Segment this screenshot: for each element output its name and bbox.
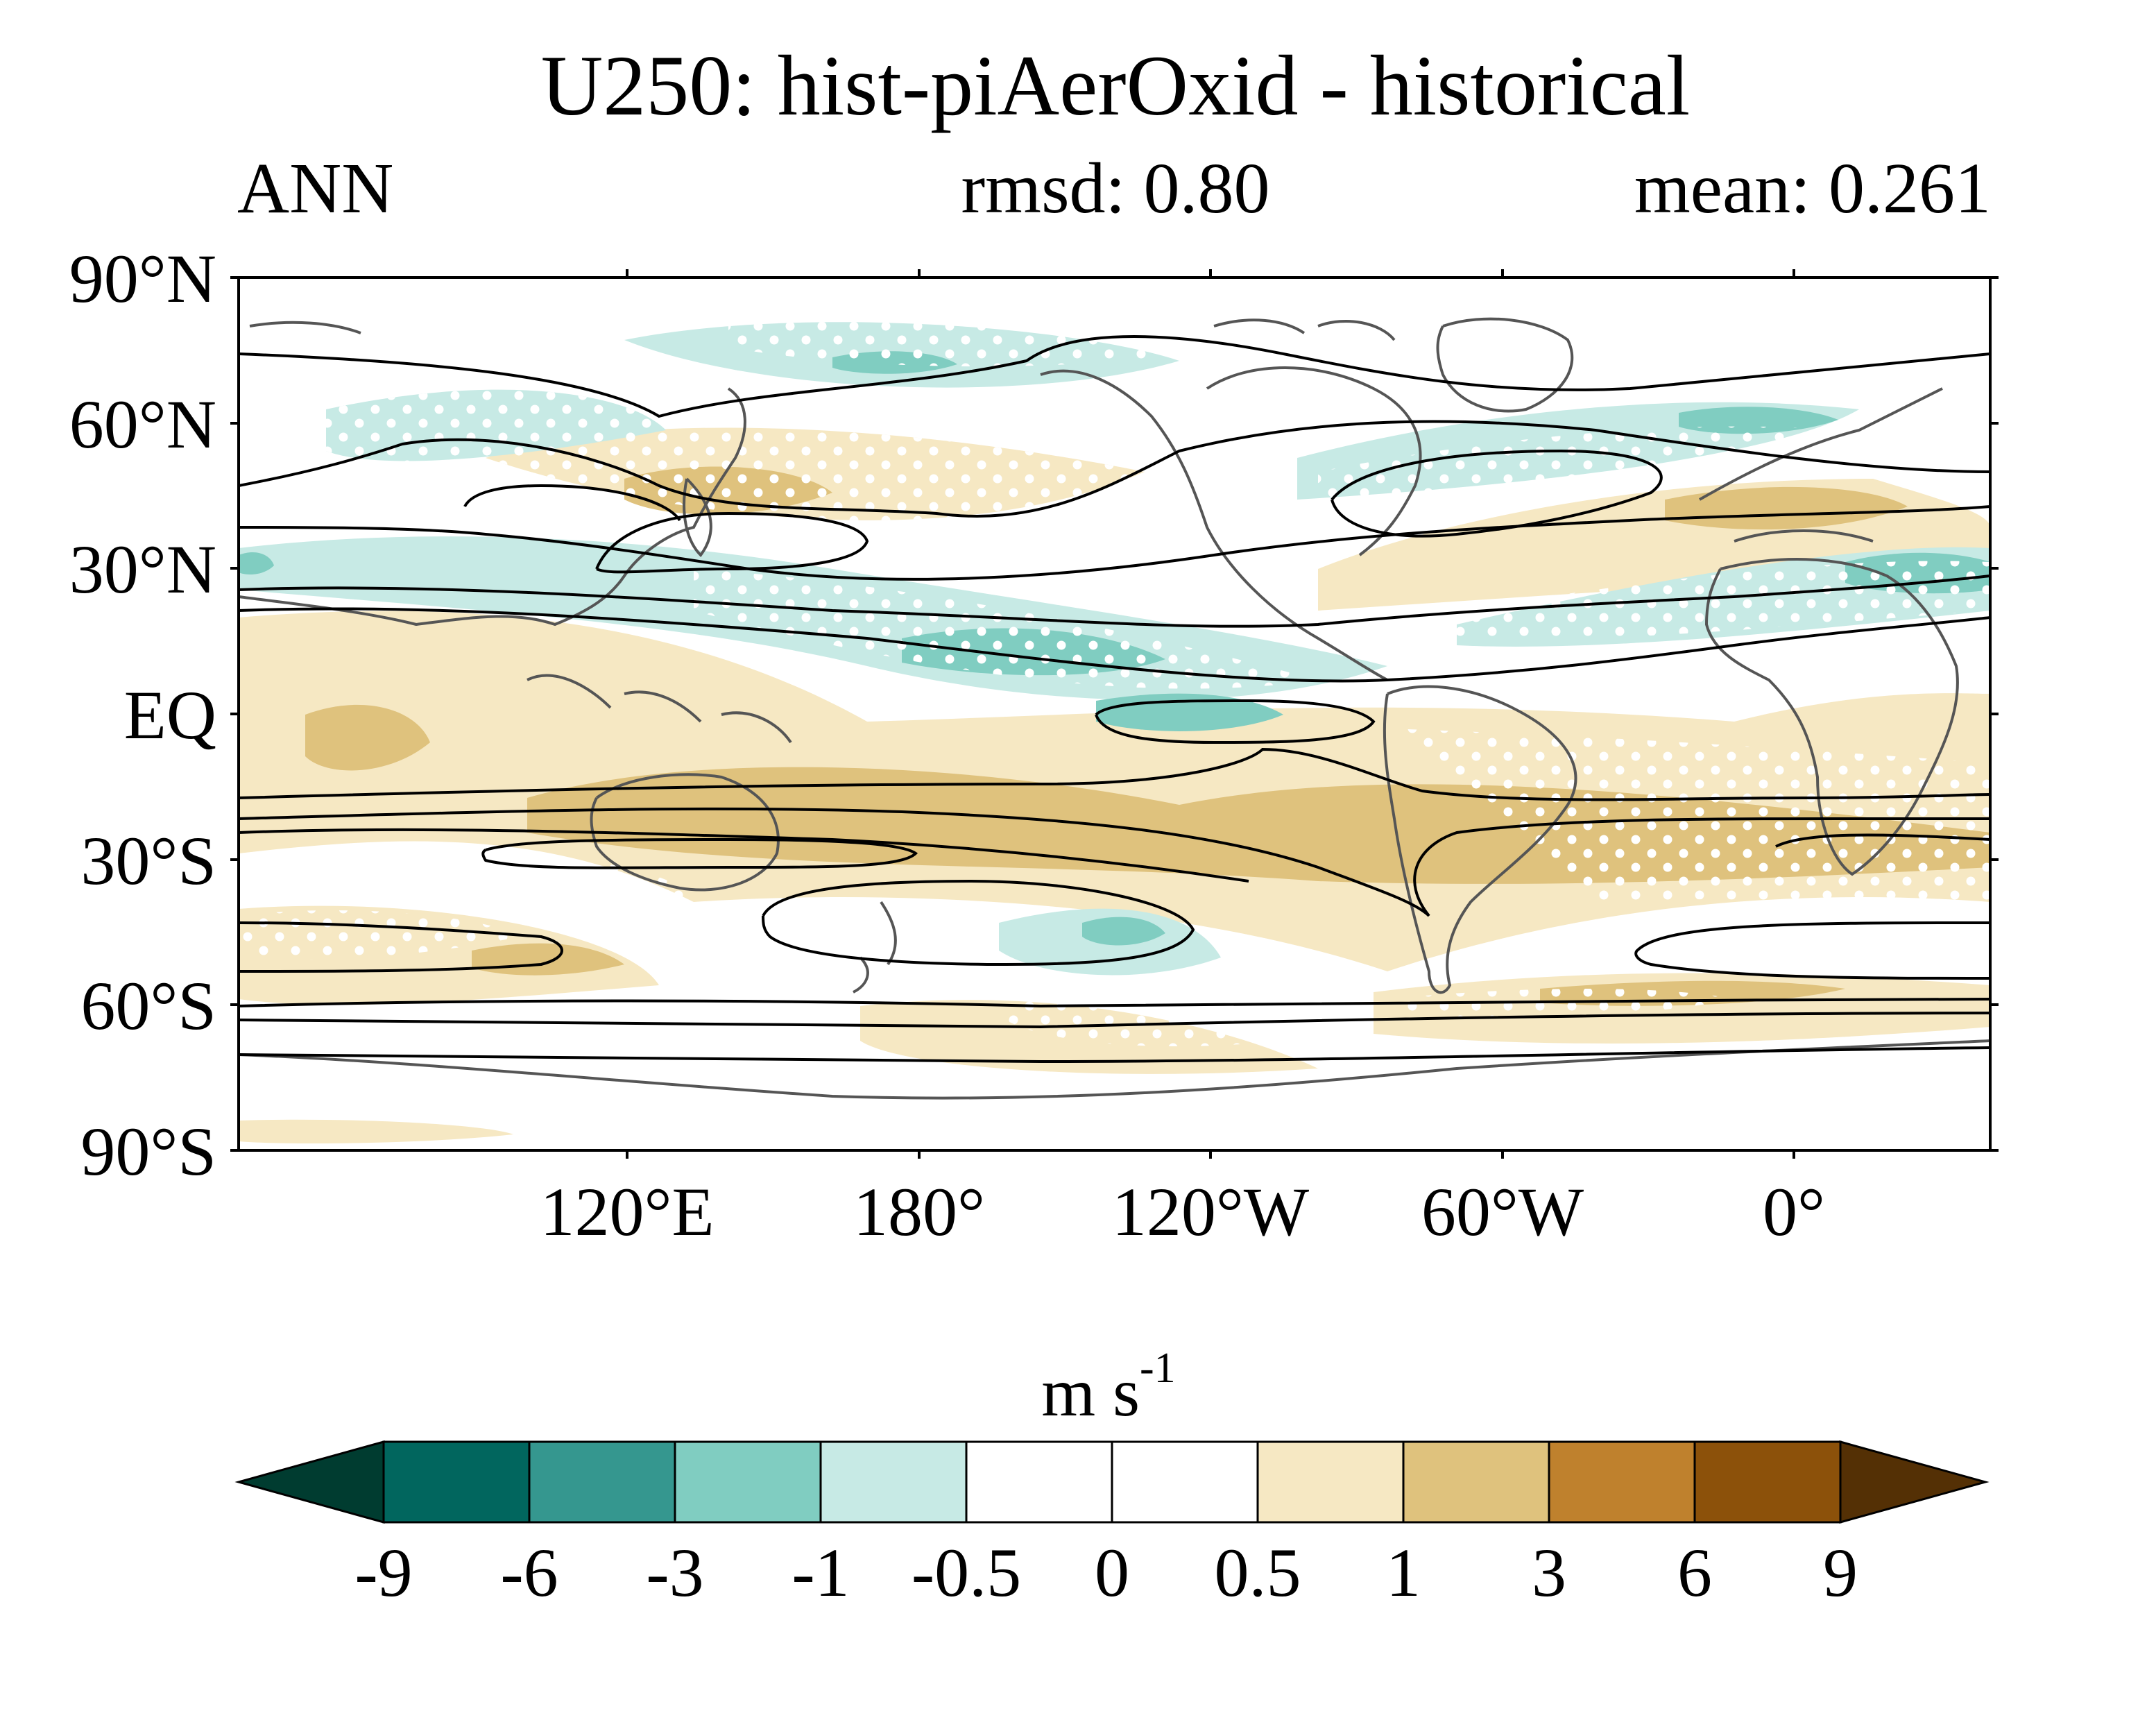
contour-nh-2 xyxy=(239,420,1990,518)
colorbar-bin-5 xyxy=(1111,1440,1259,1524)
contour-subtropical-nh-2 xyxy=(239,607,1990,683)
colorbar-tick-labels: -9 -6 -3 -1 -0.5 0 0.5 1 3 6 9 xyxy=(354,1534,1858,1611)
contour-nh-3 xyxy=(239,505,1990,581)
cbar-tick-2: -3 xyxy=(646,1534,703,1611)
coast-arctic-islands xyxy=(249,318,1396,341)
lon-label-0: 0° xyxy=(1763,1173,1825,1250)
cbar-tick-9: 6 xyxy=(1677,1534,1712,1611)
lat-label-eq: EQ xyxy=(124,676,216,753)
colorbar-bin-8 xyxy=(1548,1440,1696,1524)
contour-south-loop-au xyxy=(481,837,918,869)
contour-south-2 xyxy=(239,807,1990,917)
contour-jet-core-jp xyxy=(595,511,869,574)
cbar-tick-6: 0.5 xyxy=(1215,1534,1301,1611)
map-frame xyxy=(230,269,1999,1159)
lat-label-60n: 60°N xyxy=(69,386,216,463)
contour-southern-ocean-3 xyxy=(239,998,1990,1008)
lon-label-120w: 120°W xyxy=(1112,1173,1310,1250)
lat-label-90s: 90°S xyxy=(80,1113,216,1190)
lat-label-30n: 30°N xyxy=(69,531,216,608)
tan-moderate-io xyxy=(305,704,430,771)
colorbar-bin-6 xyxy=(1256,1440,1405,1524)
cbar-tick-8: 3 xyxy=(1532,1534,1566,1611)
coast-africa xyxy=(1704,558,1959,876)
cbar-tick-5: 0 xyxy=(1095,1534,1129,1611)
teal-moderate-w xyxy=(239,552,274,574)
coast-australia xyxy=(590,773,780,892)
teal-moderate-south xyxy=(1082,917,1165,946)
colorbar-bin-9 xyxy=(1693,1440,1842,1524)
colorbar-bin-7 xyxy=(1402,1440,1550,1524)
lon-label-120e: 120°E xyxy=(540,1173,714,1250)
cbar-tick-3: -1 xyxy=(792,1534,849,1611)
cbar-tick-4: -0.5 xyxy=(912,1534,1021,1611)
contour-south-loop-pac xyxy=(762,879,1195,967)
contour-south-loop-atl xyxy=(1775,833,1990,848)
contour-southern-ocean-1 xyxy=(239,921,563,973)
cbar-tick-7: 1 xyxy=(1386,1534,1421,1611)
coast-maritime xyxy=(527,674,792,744)
contour-eq-pacific xyxy=(1095,699,1376,744)
colorbar xyxy=(234,1440,1990,1524)
colorbar-bin-2 xyxy=(674,1440,822,1524)
contour-nh-1 xyxy=(239,335,1990,418)
contour-southern-ocean-2 xyxy=(1634,921,1990,980)
cbar-tick-10: 9 xyxy=(1823,1534,1858,1611)
significance-stippling xyxy=(239,321,1990,1047)
units-main: m s xyxy=(1041,1354,1140,1431)
mean-label: mean: 0.261 xyxy=(1634,148,1991,228)
lat-label-30s: 30°S xyxy=(80,822,216,899)
lat-label-90n: 90°N xyxy=(69,240,216,317)
figure-title: U250: hist-piAerOxid - historical xyxy=(541,38,1691,133)
coast-north-america xyxy=(1040,366,1422,681)
contour-southern-ocean-4 xyxy=(239,1012,1990,1029)
climatology-contours xyxy=(239,335,1990,1064)
cbar-tick-1: -6 xyxy=(500,1534,558,1611)
lat-label-60s: 60°S xyxy=(80,967,216,1044)
coast-south-america xyxy=(1383,685,1577,994)
tan-shading-pole xyxy=(239,1119,513,1143)
season-label: ANN xyxy=(237,148,393,228)
colorbar-under-triangle xyxy=(234,1440,385,1524)
lon-label-180: 180° xyxy=(853,1173,985,1250)
coast-europe xyxy=(1699,387,1943,543)
coast-new-zealand xyxy=(853,901,897,994)
longitude-labels: 120°E 180° 120°W 60°W 0° xyxy=(540,1173,1825,1250)
tan-moderate-atlantic xyxy=(1665,486,1908,530)
units-superscript: -1 xyxy=(1140,1345,1176,1392)
lon-label-60w: 60°W xyxy=(1421,1173,1584,1250)
map-panel xyxy=(239,278,1990,1150)
cbar-tick-0: -9 xyxy=(354,1534,412,1611)
coast-asia xyxy=(239,387,746,627)
contour-south-3 xyxy=(239,828,1249,883)
colorbar-over-triangle xyxy=(1839,1440,1990,1524)
contour-atlantic xyxy=(1331,449,1663,538)
rmsd-label: rmsd: 0.80 xyxy=(961,148,1270,228)
svg-text:m s-1: m s-1 xyxy=(1041,1345,1175,1431)
contour-jet-core-2 xyxy=(463,484,681,522)
colorbar-bin-3 xyxy=(819,1440,968,1524)
colorbar-bin-0 xyxy=(382,1440,531,1524)
contour-subtropical-nh xyxy=(239,574,1990,628)
contour-southern-ocean-5 xyxy=(239,1046,1990,1064)
colorbar-bin-4 xyxy=(965,1440,1113,1524)
coast-greenland xyxy=(1436,317,1574,413)
colorbar-bin-1 xyxy=(528,1440,676,1524)
colorbar-units: m s-1 xyxy=(1041,1345,1175,1431)
contour-south-1 xyxy=(239,747,1990,801)
latitude-labels: 90°N 60°N 30°N EQ 30°S 60°S 90°S xyxy=(69,240,216,1190)
